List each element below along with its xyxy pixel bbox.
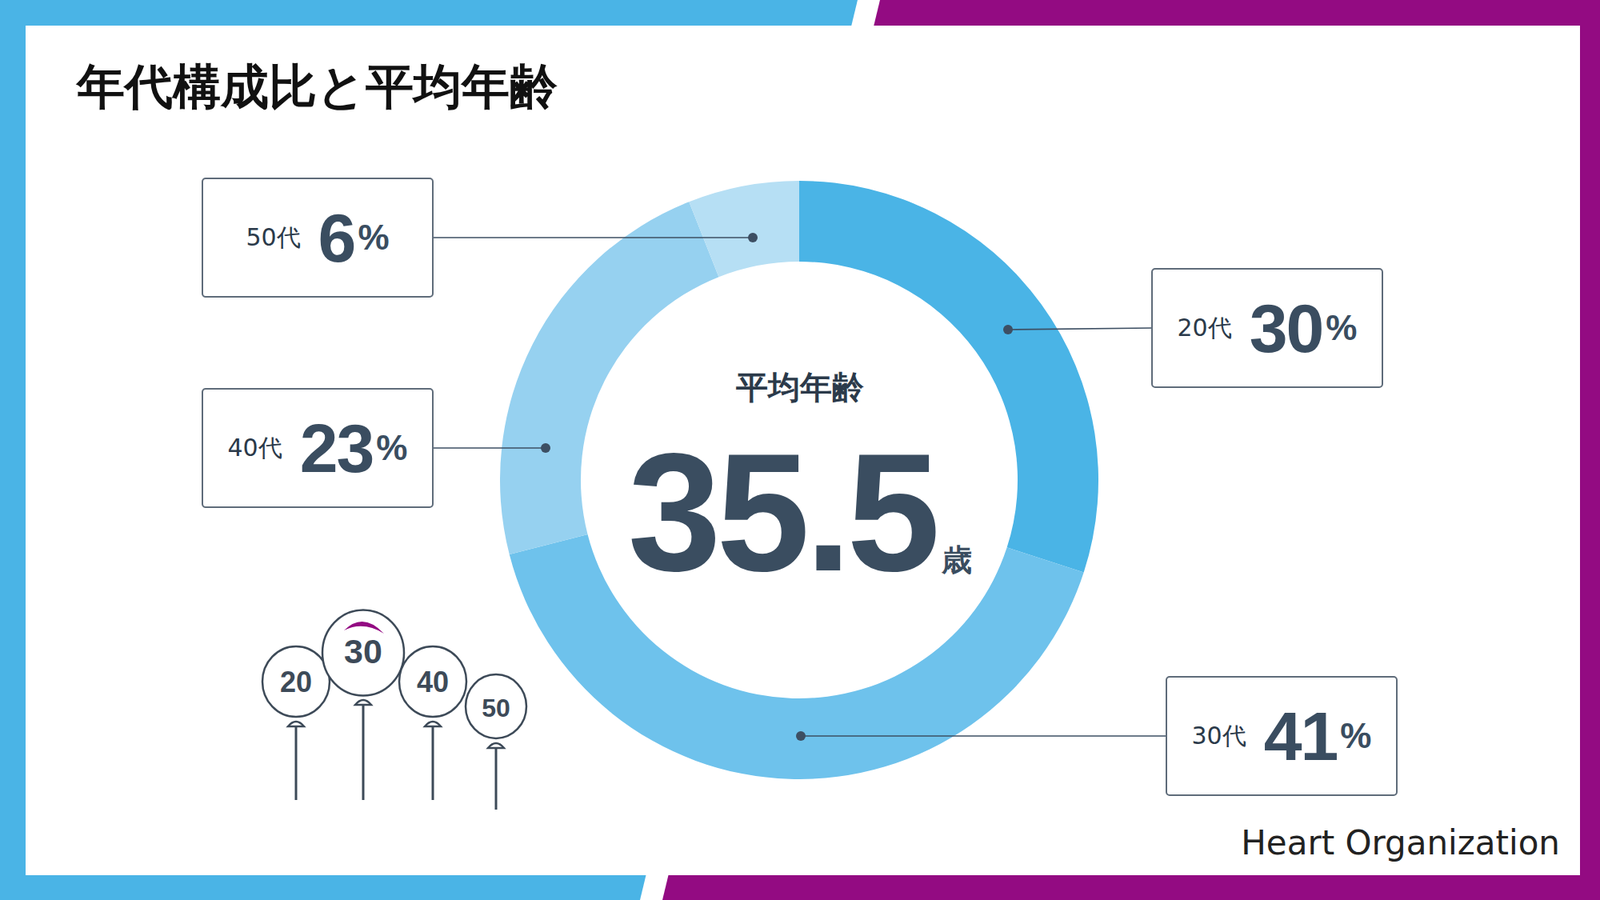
html-text:6%: 6%: [318, 198, 390, 276]
html-text:Heart Organization: Heart Organization: [1240, 823, 1560, 863]
svg-text:20: 20: [280, 665, 312, 699]
html-text:50代: 50代: [245, 222, 301, 251]
svg-text:30: 30: [344, 632, 383, 671]
svg-text:40: 40: [416, 665, 449, 699]
html-text:35.5: 35.5: [627, 418, 936, 607]
html-text:30%: 30%: [1249, 289, 1358, 366]
html-text:20代: 20代: [1177, 313, 1232, 342]
html-text:30代: 30代: [1191, 721, 1247, 750]
svg-text:50: 50: [481, 693, 511, 723]
html-text:年代構成比と平均年齢: 年代構成比と平均年齢: [76, 58, 558, 115]
html-text:歳: 歳: [941, 542, 973, 578]
html-text:23%: 23%: [299, 409, 408, 486]
html-text:40代: 40代: [227, 433, 283, 462]
html-text:平均年齢: 平均年齢: [736, 368, 864, 406]
html-text:41%: 41%: [1263, 697, 1372, 774]
